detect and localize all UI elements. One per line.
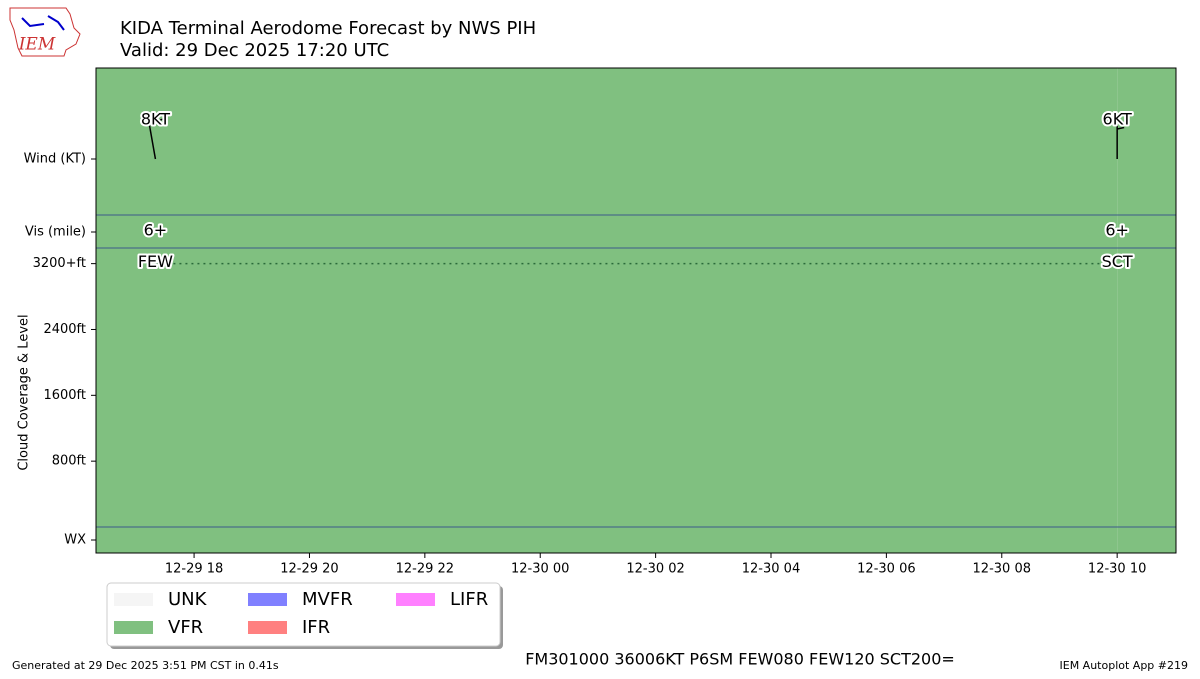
legend-swatch [114,621,153,634]
cloud-cover-label: SCT [1102,252,1133,271]
legend-label: IFR [302,617,330,638]
footer-generated: Generated at 29 Dec 2025 3:51 PM CST in … [12,659,279,672]
wind-label: 6KT [1103,110,1132,129]
legend-label: VFR [168,617,203,638]
y-tick-label: 1600ft [43,388,86,403]
x-tick-label: 12-30 06 [857,562,915,577]
x-tick-label: 12-29 18 [165,562,223,577]
y-tick-label: 2400ft [43,322,86,337]
flight-category-fill [96,68,1118,553]
row-label: WX [64,533,86,548]
visibility-label: 6+ [144,221,168,240]
visibility-label: 6+ [1105,221,1129,240]
legend-swatch [114,593,153,606]
row-label: Vis (mile) [25,225,86,240]
y-axis-label: Cloud Coverage & Level [17,314,32,470]
x-tick-label: 12-30 00 [511,562,569,577]
footer-app: IEM Autoplot App #219 [1060,659,1189,672]
x-tick-label: 12-29 20 [280,562,338,577]
x-tick-label: 12-30 08 [973,562,1031,577]
wind-label: 8KT [141,110,170,129]
raw-taf: FM301000 36006KT P6SM FEW080 FEW120 SCT2… [525,650,955,669]
y-tick-label: 800ft [52,454,86,469]
wind-barb [148,118,163,160]
x-tick-label: 12-30 02 [626,562,684,577]
plot-frame [95,67,1177,554]
flight-category-fill [1117,68,1176,553]
legend-swatch [396,593,435,606]
legend-swatch [248,621,287,634]
x-tick-label: 12-30 10 [1088,562,1146,577]
chart-subtitle: Valid: 29 Dec 2025 17:20 UTC [120,40,389,61]
wind-barb [1116,124,1125,159]
x-tick-label: 12-29 22 [396,562,454,577]
y-tick-label: 3200+ft [33,256,86,271]
logo-text: IEM [18,35,56,55]
legend-label: UNK [168,589,208,610]
logo: IEM [9,7,81,57]
legend-swatch [248,593,287,606]
row-label: Wind (KT) [24,152,86,167]
cloud-cover-label: FEW [138,252,173,271]
x-tick-label: 12-30 04 [742,562,800,577]
legend-label: LIFR [450,589,488,610]
legend-label: MVFR [302,589,353,610]
chart-title: KIDA Terminal Aerodome Forecast by NWS P… [120,18,536,39]
